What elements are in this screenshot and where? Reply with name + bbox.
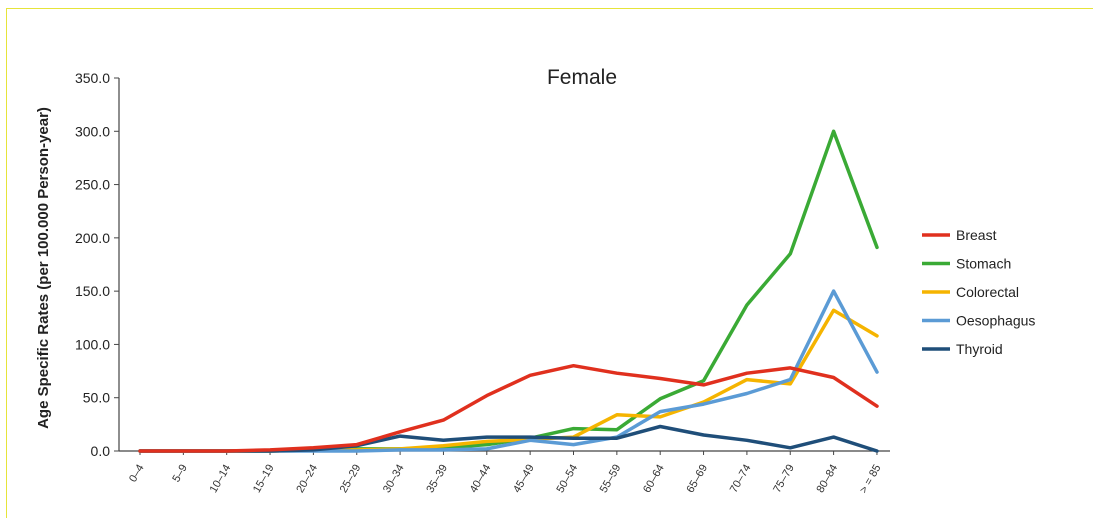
chart-title: Female: [547, 66, 617, 89]
series-line-stomach: [138, 129, 879, 453]
legend-label-stomach: Stomach: [956, 256, 1011, 272]
x-tick-label: 75–79: [771, 463, 797, 495]
x-tick-label: 50–54: [554, 463, 580, 495]
legend: Breast Stomach Colorectal Oesophagus Thyroid: [922, 227, 1035, 357]
y-tick-label: 50.0: [83, 390, 110, 406]
x-tick-label: 55–59: [598, 463, 624, 495]
y-tick-label: 200.0: [75, 230, 110, 246]
x-tick-label: 20–24: [294, 463, 320, 495]
series-lines: [138, 129, 879, 453]
x-tick-label: 10–14: [208, 463, 234, 495]
legend-label-colorectal: Colorectal: [956, 284, 1019, 300]
axes: [118, 78, 890, 452]
x-tick-label: 65–69: [684, 463, 710, 495]
series-line-breast: [138, 363, 879, 453]
x-tick-label: > = 85: [858, 463, 884, 496]
y-axis-label: Age Specific Rates (per 100.000 Person-y…: [35, 107, 52, 429]
y-tick-label: 150.0: [75, 283, 110, 299]
legend-label-breast: Breast: [956, 227, 997, 243]
y-tick-label: 0.0: [91, 443, 111, 459]
x-tick-label: 30–34: [381, 463, 407, 495]
chart-frame: [6, 8, 1093, 518]
y-tick-label: 100.0: [75, 336, 110, 352]
series-line-colorectal: [138, 308, 879, 453]
y-tick-labels: 0.0 50.0 100.0 150.0 200.0 250.0 300.0 350.0: [75, 70, 119, 459]
x-tick-label: 80–84: [815, 463, 841, 495]
x-tick-label: 0–4: [127, 463, 147, 485]
x-tick-label: 45–49: [511, 463, 537, 495]
series-line-thyroid: [138, 424, 879, 453]
y-tick-label: 250.0: [75, 177, 110, 193]
x-tick-label: 15–19: [251, 463, 277, 495]
y-tick-label: 350.0: [75, 70, 110, 86]
x-tick-label: 70–74: [728, 463, 754, 495]
x-tick-label: 35–39: [424, 463, 450, 495]
x-tick-label: 5–9: [170, 463, 190, 485]
x-tick-labels: 0–4 5–9 10–14 15–19 20–24 25–29 30–34 35–39 40–4…: [127, 451, 884, 496]
legend-label-oesophagus: Oesophagus: [956, 313, 1035, 329]
legend-label-thyroid: Thyroid: [956, 341, 1003, 357]
x-tick-label: 40–44: [468, 463, 494, 495]
x-tick-label: 60–64: [641, 463, 667, 495]
y-tick-label: 300.0: [75, 123, 110, 139]
x-tick-label: 25–29: [338, 463, 364, 495]
